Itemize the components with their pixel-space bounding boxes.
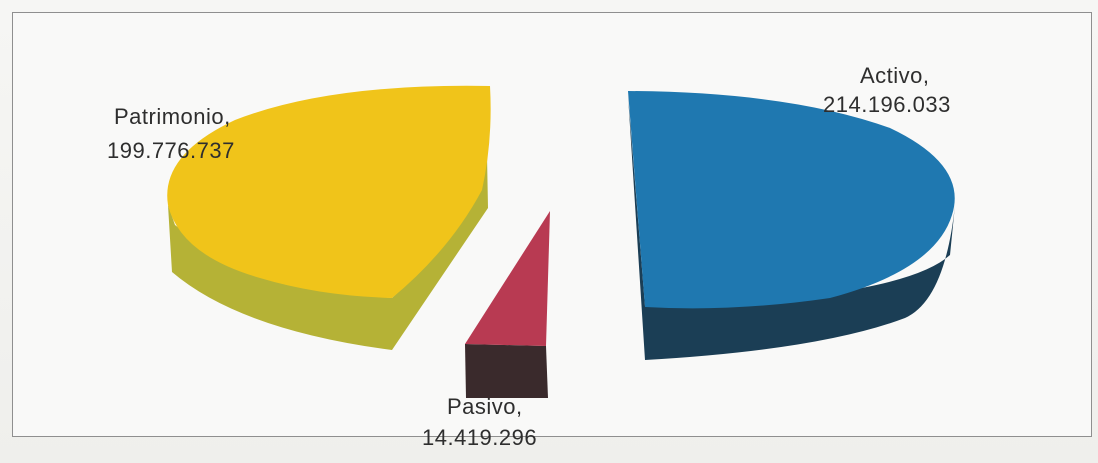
slice-activo-side xyxy=(628,95,955,360)
label-patrimonio-name: Patrimonio, xyxy=(114,104,231,129)
slice-patrimonio xyxy=(167,85,491,350)
slice-pasivo-side xyxy=(465,344,548,398)
label-pasivo-name: Pasivo, xyxy=(447,394,523,419)
label-activo-name: Activo, xyxy=(860,63,930,88)
slice-patrimonio-side xyxy=(168,155,488,350)
slice-activo xyxy=(628,91,955,360)
slice-activo-top xyxy=(628,91,955,309)
label-pasivo-value: 14.419.296 xyxy=(422,425,537,450)
label-patrimonio-value: 199.776.737 xyxy=(107,138,235,163)
label-activo-value: 214.196.033 xyxy=(823,92,951,117)
slice-pasivo xyxy=(465,211,550,398)
slice-pasivo-top xyxy=(465,211,550,346)
slice-patrimonio-top xyxy=(167,85,491,299)
